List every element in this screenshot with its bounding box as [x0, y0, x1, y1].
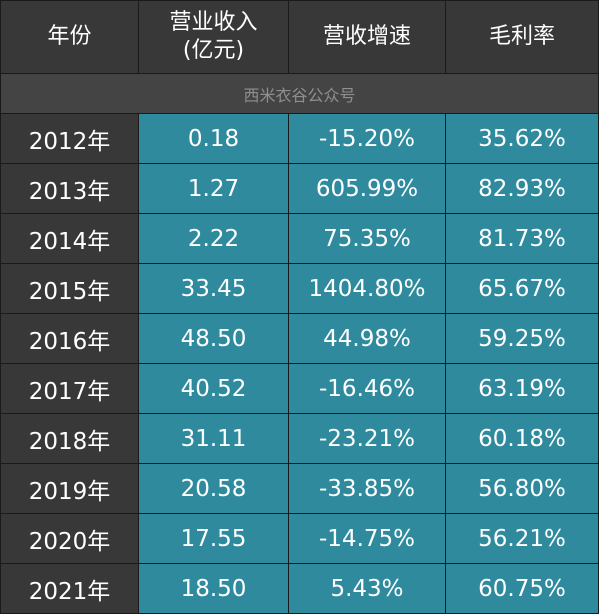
header-gross-margin: 毛利率: [445, 0, 599, 74]
table-row: 2017年 40.52 -16.46% 63.19%: [0, 363, 599, 414]
cell-revenue: 31.11: [138, 413, 289, 464]
header-row: 年份 营业收入 (亿元) 营收增速 毛利率: [0, 0, 599, 74]
cell-gross-margin: 81.73%: [445, 213, 599, 264]
cell-gross-margin: 60.75%: [445, 563, 599, 614]
cell-revenue-growth: 5.43%: [288, 563, 446, 614]
cell-revenue-growth: 605.99%: [288, 163, 446, 214]
table-row: 2012年 0.18 -15.20% 35.62%: [0, 113, 599, 164]
cell-revenue: 48.50: [138, 313, 289, 364]
cell-revenue-growth: -15.20%: [288, 113, 446, 164]
cell-year: 2016年: [0, 313, 139, 364]
cell-gross-margin: 35.62%: [445, 113, 599, 164]
cell-revenue-growth: 44.98%: [288, 313, 446, 364]
table-row: 2013年 1.27 605.99% 82.93%: [0, 163, 599, 214]
cell-year: 2018年: [0, 413, 139, 464]
table-row: 2014年 2.22 75.35% 81.73%: [0, 213, 599, 264]
cell-gross-margin: 60.18%: [445, 413, 599, 464]
cell-year: 2021年: [0, 563, 139, 614]
header-revenue: 营业收入 (亿元): [138, 0, 289, 74]
header-revenue-label: 营业收入 (亿元): [169, 10, 258, 63]
source-note-row: 西米衣谷公众号: [0, 73, 599, 114]
cell-revenue-growth: -16.46%: [288, 363, 446, 414]
cell-revenue-growth: -33.85%: [288, 463, 446, 514]
cell-year: 2019年: [0, 463, 139, 514]
cell-gross-margin: 63.19%: [445, 363, 599, 414]
cell-revenue: 33.45: [138, 263, 289, 314]
table-row: 2019年 20.58 -33.85% 56.80%: [0, 463, 599, 514]
cell-revenue-growth: 75.35%: [288, 213, 446, 264]
cell-revenue: 18.50: [138, 563, 289, 614]
cell-gross-margin: 56.21%: [445, 513, 599, 564]
cell-revenue-growth: 1404.80%: [288, 263, 446, 314]
table-row: 2018年 31.11 -23.21% 60.18%: [0, 413, 599, 464]
cell-year: 2017年: [0, 363, 139, 414]
source-note: 西米衣谷公众号: [0, 73, 599, 114]
cell-revenue: 0.18: [138, 113, 289, 164]
cell-revenue: 17.55: [138, 513, 289, 564]
cell-year: 2015年: [0, 263, 139, 314]
header-year: 年份: [0, 0, 139, 74]
cell-revenue-growth: -14.75%: [288, 513, 446, 564]
table-row: 2021年 18.50 5.43% 60.75%: [0, 563, 599, 614]
cell-gross-margin: 59.25%: [445, 313, 599, 364]
cell-revenue: 40.52: [138, 363, 289, 414]
cell-revenue: 20.58: [138, 463, 289, 514]
cell-gross-margin: 82.93%: [445, 163, 599, 214]
header-revenue-growth: 营收增速: [288, 0, 446, 74]
cell-year: 2013年: [0, 163, 139, 214]
table-row: 2016年 48.50 44.98% 59.25%: [0, 313, 599, 364]
cell-year: 2012年: [0, 113, 139, 164]
table-row: 2020年 17.55 -14.75% 56.21%: [0, 513, 599, 564]
cell-year: 2020年: [0, 513, 139, 564]
cell-gross-margin: 56.80%: [445, 463, 599, 514]
cell-year: 2014年: [0, 213, 139, 264]
cell-revenue: 2.22: [138, 213, 289, 264]
cell-revenue: 1.27: [138, 163, 289, 214]
cell-gross-margin: 65.67%: [445, 263, 599, 314]
table-row: 2015年 33.45 1404.80% 65.67%: [0, 263, 599, 314]
cell-revenue-growth: -23.21%: [288, 413, 446, 464]
